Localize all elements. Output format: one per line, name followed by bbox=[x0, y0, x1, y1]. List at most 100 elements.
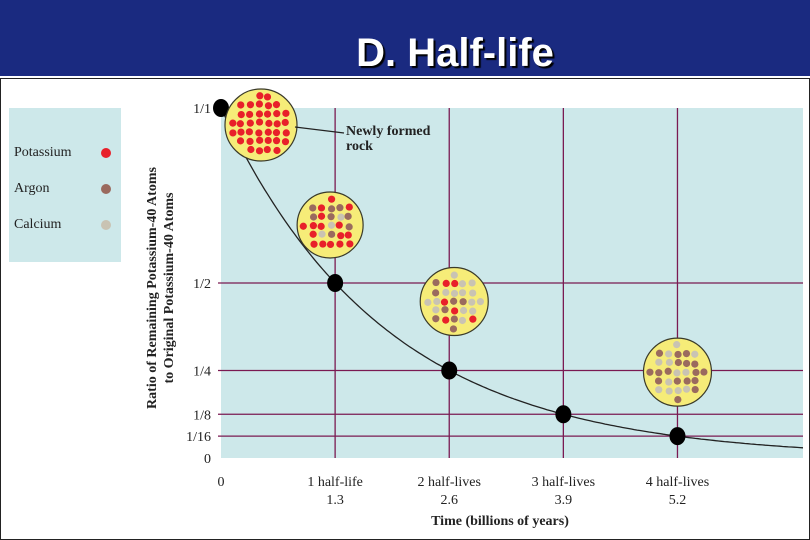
atom-dot bbox=[336, 204, 344, 212]
x-tick-sublabel: 3.9 bbox=[555, 493, 573, 508]
atom-dot bbox=[281, 138, 290, 146]
atom-dot bbox=[327, 205, 336, 213]
atom-dot bbox=[665, 387, 673, 395]
decay-curve bbox=[220, 107, 804, 449]
data-point bbox=[669, 427, 686, 446]
y-axis-label-line-2: to Original Potassium-40 Atoms bbox=[162, 192, 177, 384]
atom-dot bbox=[665, 378, 673, 386]
title-bar bbox=[0, 0, 810, 76]
atom-dot bbox=[317, 204, 326, 212]
atom-dot bbox=[440, 298, 449, 306]
atom-dot bbox=[346, 240, 354, 248]
atom-dot bbox=[236, 120, 244, 128]
x-tick-sublabel: 1.3 bbox=[326, 493, 344, 508]
atom-dot bbox=[246, 119, 254, 127]
atom-dot bbox=[344, 231, 352, 239]
data-point bbox=[327, 274, 344, 292]
y-tick-label: 1/4 bbox=[193, 365, 211, 380]
atom-dot bbox=[451, 279, 459, 288]
y-tick-label: 1/16 bbox=[186, 430, 211, 445]
atom-dot bbox=[665, 358, 674, 366]
atom-dot bbox=[682, 349, 691, 358]
atom-dot bbox=[245, 128, 253, 136]
annotation-text: Newly formed bbox=[346, 124, 431, 139]
atom-dot bbox=[700, 368, 708, 376]
atom-dot bbox=[282, 129, 290, 137]
atom-dot bbox=[432, 306, 440, 314]
atom-dot bbox=[673, 341, 681, 349]
atom-dot bbox=[265, 119, 273, 127]
atom-dot bbox=[326, 240, 335, 249]
atom-dot bbox=[458, 280, 467, 288]
atom-dot bbox=[335, 221, 343, 229]
atom-dot bbox=[469, 307, 477, 315]
atom-dot bbox=[442, 279, 450, 287]
atom-dot bbox=[281, 118, 289, 127]
atom-dot bbox=[655, 349, 664, 357]
atom-dot bbox=[256, 136, 264, 144]
atom-dot bbox=[273, 120, 281, 128]
atom-dot bbox=[273, 110, 281, 118]
atom-dot bbox=[327, 213, 335, 221]
title-bar-divider bbox=[0, 76, 810, 78]
atom-dot bbox=[449, 325, 458, 333]
atom-dot bbox=[255, 110, 264, 118]
atom-dot bbox=[424, 298, 432, 306]
atom-dot bbox=[309, 222, 317, 230]
atom-dot bbox=[691, 360, 699, 368]
atom-dot bbox=[646, 368, 654, 376]
atom-dot bbox=[691, 376, 699, 385]
annotation-text: rock bbox=[346, 139, 373, 154]
atom-dot bbox=[309, 213, 318, 221]
atom-dot bbox=[442, 288, 450, 297]
atom-dot bbox=[458, 289, 467, 297]
atom-dot bbox=[246, 110, 254, 119]
atom-dot bbox=[309, 204, 317, 212]
atom-dot bbox=[682, 385, 691, 393]
atom-dot bbox=[317, 222, 325, 230]
atom-dot bbox=[327, 195, 336, 203]
atom-dot bbox=[310, 240, 318, 248]
atom-dot bbox=[282, 109, 290, 117]
atom-dot bbox=[264, 102, 273, 110]
legend-label-calcium: Calcium bbox=[14, 217, 62, 232]
atom-dot bbox=[336, 240, 344, 248]
atom-dot bbox=[272, 101, 281, 109]
atom-dot bbox=[673, 377, 681, 385]
slide-title: D. Half-life bbox=[356, 31, 554, 75]
atom-dot bbox=[458, 316, 467, 325]
atom-dot bbox=[432, 315, 440, 323]
atom-dot bbox=[229, 129, 237, 137]
atom-dot bbox=[255, 118, 264, 126]
atom-dot bbox=[317, 212, 326, 220]
x-tick-sublabel: 5.2 bbox=[669, 493, 687, 508]
legend-label-argon: Argon bbox=[14, 181, 50, 196]
legend-label-potassium: Potassium bbox=[14, 145, 72, 160]
atom-dot bbox=[469, 289, 477, 297]
atom-dot bbox=[692, 368, 700, 377]
atom-dot bbox=[674, 387, 682, 395]
atom-dot bbox=[272, 137, 281, 145]
atom-dot bbox=[272, 129, 281, 137]
atom-dot bbox=[433, 297, 441, 306]
atom-dot bbox=[664, 367, 672, 375]
atom-dot bbox=[450, 297, 458, 305]
atom-dot bbox=[263, 110, 272, 118]
atom-dot bbox=[337, 213, 345, 221]
legend: Potassium Argon Calcium bbox=[9, 108, 121, 262]
argon-swatch bbox=[101, 184, 111, 194]
atom-dot bbox=[468, 279, 476, 287]
atom-dot bbox=[337, 232, 345, 240]
atom-dot bbox=[682, 359, 691, 368]
atom-dot bbox=[255, 100, 263, 108]
y-tick-label: 1/2 bbox=[193, 277, 211, 292]
atom-dot bbox=[459, 306, 468, 315]
atom-dot bbox=[299, 222, 307, 230]
atom-dot bbox=[264, 128, 272, 136]
atom-dot bbox=[691, 385, 699, 394]
atom-dot bbox=[682, 368, 690, 376]
atom-dot bbox=[683, 377, 691, 385]
atom-dot bbox=[655, 369, 663, 377]
atom-dot bbox=[236, 137, 245, 145]
atom-dot bbox=[655, 358, 663, 366]
